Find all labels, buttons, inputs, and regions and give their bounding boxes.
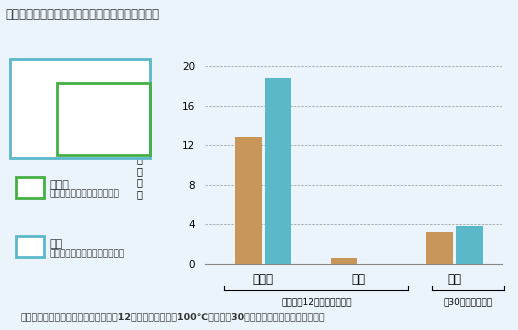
Bar <box>330 258 357 264</box>
Text: 測
定
値
（
％
）: 測 定 値 （ ％ ） <box>136 131 142 199</box>
Text: 全身: 全身 <box>49 239 63 249</box>
Text: （室温で12時間以上抽出）: （室温で12時間以上抽出） <box>281 298 352 307</box>
Text: （腹部の外側を除いた部分）: （腹部の外側を除いた部分） <box>49 190 119 199</box>
Bar <box>235 137 262 264</box>
Text: 上記部位について、ミンチ後、室温で12時間以上、または100℃熱水中で30分加熱抽出して測定しました。: 上記部位について、ミンチ後、室温で12時間以上、または100℃熱水中で30分加熱… <box>21 313 325 322</box>
Text: 図１．頭胸部・外殻の有無による測定値への影響: 図１．頭胸部・外殻の有無による測定値への影響 <box>5 8 159 21</box>
Bar <box>265 78 291 264</box>
Bar <box>456 226 483 264</box>
Bar <box>426 232 453 264</box>
Text: 可食部: 可食部 <box>49 180 69 190</box>
Text: （頭胸部・外殻を含めた部分）: （頭胸部・外殻を含めた部分） <box>49 249 124 258</box>
Text: （30分加熱抽出）: （30分加熱抽出） <box>443 298 493 307</box>
